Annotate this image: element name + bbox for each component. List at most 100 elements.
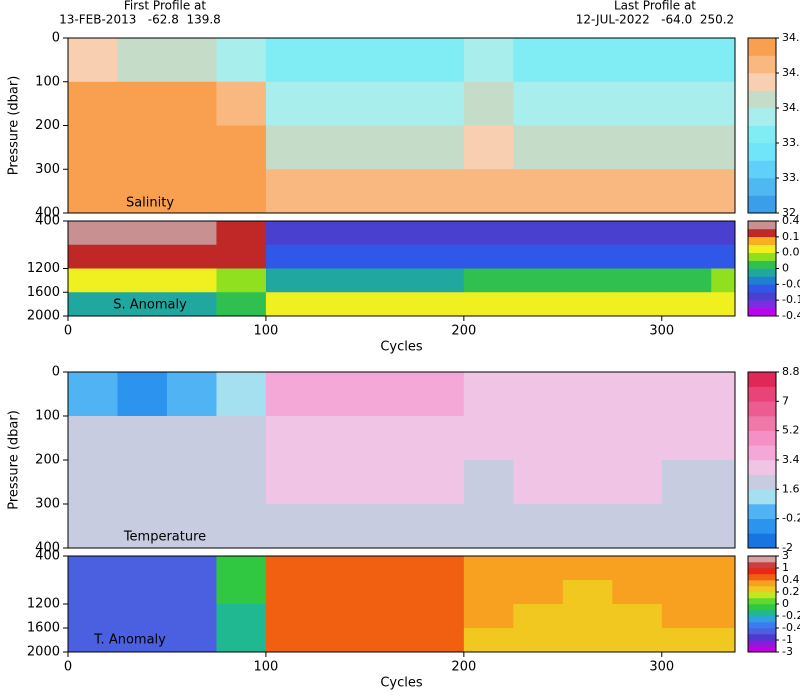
heatmap-cell: [265, 604, 316, 629]
heatmap-cell: [562, 372, 613, 417]
heatmap-cell: [562, 38, 613, 83]
heatmap-cell: [562, 221, 613, 246]
heatmap-cell: [513, 268, 564, 293]
heatmap-cell: [68, 125, 118, 170]
heatmap-cell: [562, 268, 613, 293]
heatmap-cell: [166, 38, 217, 83]
heatmap-cell: [265, 125, 316, 170]
panel-label: S. Anomaly: [113, 298, 187, 313]
heatmap-cell: [265, 244, 316, 269]
colorbar-swatch: [748, 628, 776, 635]
heatmap-cell: [612, 244, 663, 269]
heatmap-cell: [117, 504, 168, 549]
heatmap-cell: [562, 416, 613, 461]
heatmap-cell: [513, 244, 564, 269]
heatmap-cell: [364, 169, 415, 214]
heatmap-cell: [166, 556, 217, 581]
heatmap-cell: [216, 628, 267, 653]
colorbar-swatch: [748, 276, 776, 285]
heatmap-cell: [661, 580, 712, 605]
colorbar-swatch: [748, 640, 776, 647]
colorbar-swatch: [748, 460, 776, 475]
x-tick-label: 0: [64, 324, 72, 339]
heatmap-cell: [166, 460, 217, 505]
heatmap-cell: [265, 292, 316, 317]
heatmap-cell: [117, 628, 168, 653]
heatmap-cell: [166, 244, 217, 269]
heatmap-cell: [711, 125, 736, 170]
colorbar-swatch: [748, 474, 776, 490]
x-tick-label: 200: [451, 660, 476, 675]
heatmap-cell: [661, 292, 712, 317]
heatmap-cell: [68, 292, 118, 317]
colorbar-swatch: [748, 489, 776, 505]
colorbar-swatch: [748, 646, 776, 653]
colorbar-swatch: [748, 260, 776, 269]
heatmap-cell: [315, 580, 366, 605]
x-tick-label: 100: [254, 324, 279, 339]
heatmap-cell: [117, 81, 168, 126]
heatmap-cell: [612, 125, 663, 170]
heatmap-cell: [216, 604, 267, 629]
y-tick-label: 2000: [27, 645, 60, 660]
heatmap-cell: [414, 580, 465, 605]
heatmap-cell: [117, 372, 168, 417]
heatmap-cell: [68, 604, 118, 629]
heatmap-cell: [562, 460, 613, 505]
heatmap-cell: [711, 292, 736, 317]
heatmap-cell: [414, 81, 465, 126]
heatmap-cell: [117, 556, 168, 581]
heatmap-cell: [513, 580, 564, 605]
heatmap-cell: [414, 244, 465, 269]
heatmap-cell: [513, 556, 564, 581]
heatmap-cell: [463, 292, 514, 317]
heatmap-cell: [166, 81, 217, 126]
heatmap-cell: [414, 292, 465, 317]
heatmap-cell: [661, 628, 712, 653]
heatmap-cell: [612, 460, 663, 505]
heatmap-cell: [364, 221, 415, 246]
heatmap-cell: [265, 504, 316, 549]
heatmap-cell: [661, 372, 712, 417]
colorbar-label: -3: [782, 645, 793, 658]
heatmap-cell: [414, 556, 465, 581]
colorbar-swatch: [748, 634, 776, 641]
colorbar-label: 0.15: [782, 230, 800, 243]
colorbar-swatch: [748, 504, 776, 519]
heatmap-cell: [265, 169, 316, 214]
heatmap-cell: [216, 292, 267, 317]
colorbar-label: 33.28: [782, 171, 800, 184]
heatmap-cell: [117, 604, 168, 629]
heatmap-cell: [711, 460, 736, 505]
heatmap-cell: [414, 221, 465, 246]
heatmap-cell: [661, 460, 712, 505]
heatmap-cell: [711, 81, 736, 126]
panel-label: Temperature: [123, 530, 206, 545]
heatmap-cell: [414, 372, 465, 417]
heatmap-cell: [463, 221, 514, 246]
colorbar-swatch: [748, 244, 776, 253]
heatmap-cell: [414, 460, 465, 505]
heatmap-cell: [117, 292, 168, 317]
colorbar-label: -0.03: [782, 277, 800, 290]
heatmap-cell: [315, 244, 366, 269]
heatmap-cell: [216, 416, 267, 461]
heatmap-cell: [315, 628, 366, 653]
heatmap-cell: [216, 169, 267, 214]
heatmap-cell: [364, 244, 415, 269]
heatmap-cell: [315, 292, 366, 317]
heatmap-cell: [661, 125, 712, 170]
heatmap-cell: [612, 268, 663, 293]
y-tick-label: 200: [35, 118, 60, 133]
heatmap-cell: [463, 580, 514, 605]
heatmap-cell: [463, 504, 514, 549]
colorbar-swatch: [748, 178, 776, 196]
heatmap-cell: [612, 372, 663, 417]
heatmap-cell: [315, 169, 366, 214]
heatmap-cell: [364, 556, 415, 581]
x-tick-label: 300: [649, 660, 674, 675]
heatmap-cell: [513, 504, 564, 549]
colorbar-swatch: [748, 568, 776, 575]
heatmap-cell: [364, 38, 415, 83]
